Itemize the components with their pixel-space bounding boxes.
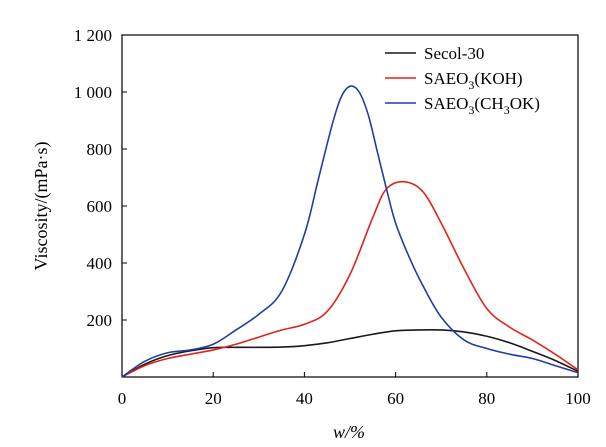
y-tick-label: 200 <box>87 311 113 330</box>
legend-label-secol: Secol-30 <box>424 44 484 63</box>
legend: Secol-30 SAEO3(KOH) SAEO3(CH3OK) <box>385 44 540 117</box>
series-line-1 <box>121 180 579 378</box>
x-tick-label: 80 <box>478 389 495 408</box>
series-line-2 <box>121 85 579 378</box>
x-tick-label: 20 <box>205 389 222 408</box>
x-tick-label: 60 <box>387 389 404 408</box>
y-tick-label: 1 200 <box>74 26 112 45</box>
y-tick-label: 400 <box>87 254 113 273</box>
legend-label-saeo3-ch3ok: SAEO3(CH3OK) <box>424 94 540 117</box>
x-axis-title: w/% <box>333 422 365 442</box>
y-tick-label: 1 000 <box>74 83 112 102</box>
y-tick-label: 800 <box>87 140 113 159</box>
x-tick-label: 0 <box>118 389 127 408</box>
x-tick-label: 100 <box>565 389 591 408</box>
series-line-0 <box>121 328 579 378</box>
legend-label-saeo3-koh: SAEO3(KOH) <box>424 69 523 92</box>
plot-area: 0 20 40 60 80 100 200 400 600 800 1 000 1 200 <box>74 26 591 408</box>
y-tick-label: 600 <box>87 197 113 216</box>
y-axis-title: Viscosity/(mPa·s) <box>31 142 52 271</box>
x-tick-label: 40 <box>296 389 313 408</box>
